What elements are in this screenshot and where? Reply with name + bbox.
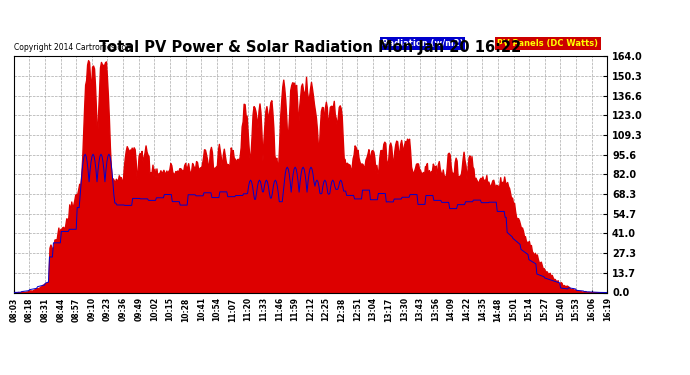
Text: Copyright 2014 Cartronics.com: Copyright 2014 Cartronics.com: [14, 42, 133, 51]
Text: Radiation (w/m2): Radiation (w/m2): [382, 39, 463, 48]
Text: PV Panels (DC Watts): PV Panels (DC Watts): [497, 39, 598, 48]
Title: Total PV Power & Solar Radiation Mon Jan 20 16:22: Total PV Power & Solar Radiation Mon Jan…: [99, 40, 522, 55]
